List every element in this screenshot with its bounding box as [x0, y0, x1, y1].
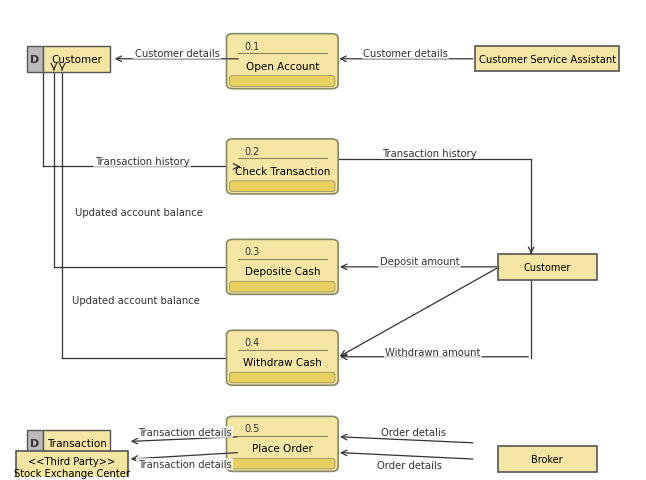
- FancyBboxPatch shape: [230, 282, 335, 292]
- Text: Place Order: Place Order: [252, 444, 313, 454]
- Text: <<Third Party>>
Stock Exchange Center: <<Third Party>> Stock Exchange Center: [14, 456, 130, 478]
- Text: Customer: Customer: [51, 55, 102, 65]
- Text: Customer: Customer: [523, 263, 571, 272]
- FancyBboxPatch shape: [230, 458, 335, 469]
- Text: Withdraw Cash: Withdraw Cash: [243, 358, 322, 368]
- Text: Transaction details: Transaction details: [138, 427, 231, 437]
- FancyBboxPatch shape: [227, 331, 338, 385]
- FancyBboxPatch shape: [230, 76, 335, 87]
- Text: Transaction: Transaction: [47, 438, 107, 448]
- Bar: [27, 430, 43, 456]
- Text: D: D: [30, 438, 39, 448]
- Text: D: D: [30, 55, 39, 65]
- Text: 0.5: 0.5: [244, 423, 260, 433]
- Text: Updated account balance: Updated account balance: [75, 207, 203, 217]
- Text: Open Account: Open Account: [245, 61, 319, 72]
- Bar: [16, 451, 127, 480]
- Text: Deposite Cash: Deposite Cash: [245, 267, 320, 277]
- Bar: [43, 47, 110, 73]
- Text: Transaction history: Transaction history: [382, 149, 476, 159]
- FancyBboxPatch shape: [230, 181, 335, 192]
- Text: Updated account balance: Updated account balance: [72, 296, 200, 306]
- FancyBboxPatch shape: [227, 35, 338, 89]
- Text: Customer Service Assistant: Customer Service Assistant: [479, 55, 616, 65]
- Text: 0.1: 0.1: [244, 42, 260, 52]
- Text: 0.2: 0.2: [244, 147, 260, 156]
- FancyBboxPatch shape: [227, 140, 338, 194]
- Bar: [43, 430, 110, 456]
- Text: Broker: Broker: [531, 454, 563, 464]
- Text: Customer details: Customer details: [363, 48, 448, 59]
- Text: Customer details: Customer details: [134, 48, 220, 59]
- Bar: [497, 254, 596, 280]
- Text: Check Transaction: Check Transaction: [234, 167, 330, 177]
- Bar: [475, 47, 619, 72]
- Bar: [497, 446, 596, 472]
- Text: Transaction history: Transaction history: [94, 156, 189, 167]
- Text: Order detalis: Order detalis: [380, 427, 446, 437]
- FancyBboxPatch shape: [227, 240, 338, 295]
- Text: 0.4: 0.4: [244, 337, 260, 348]
- Text: 0.3: 0.3: [244, 247, 260, 257]
- Text: Transaction details: Transaction details: [138, 459, 231, 469]
- FancyBboxPatch shape: [230, 372, 335, 383]
- Text: Deposit amount: Deposit amount: [380, 257, 459, 266]
- FancyBboxPatch shape: [227, 417, 338, 471]
- Text: Withdrawn amount: Withdrawn amount: [385, 347, 481, 357]
- Bar: [27, 47, 43, 73]
- Text: Order details: Order details: [377, 460, 443, 470]
